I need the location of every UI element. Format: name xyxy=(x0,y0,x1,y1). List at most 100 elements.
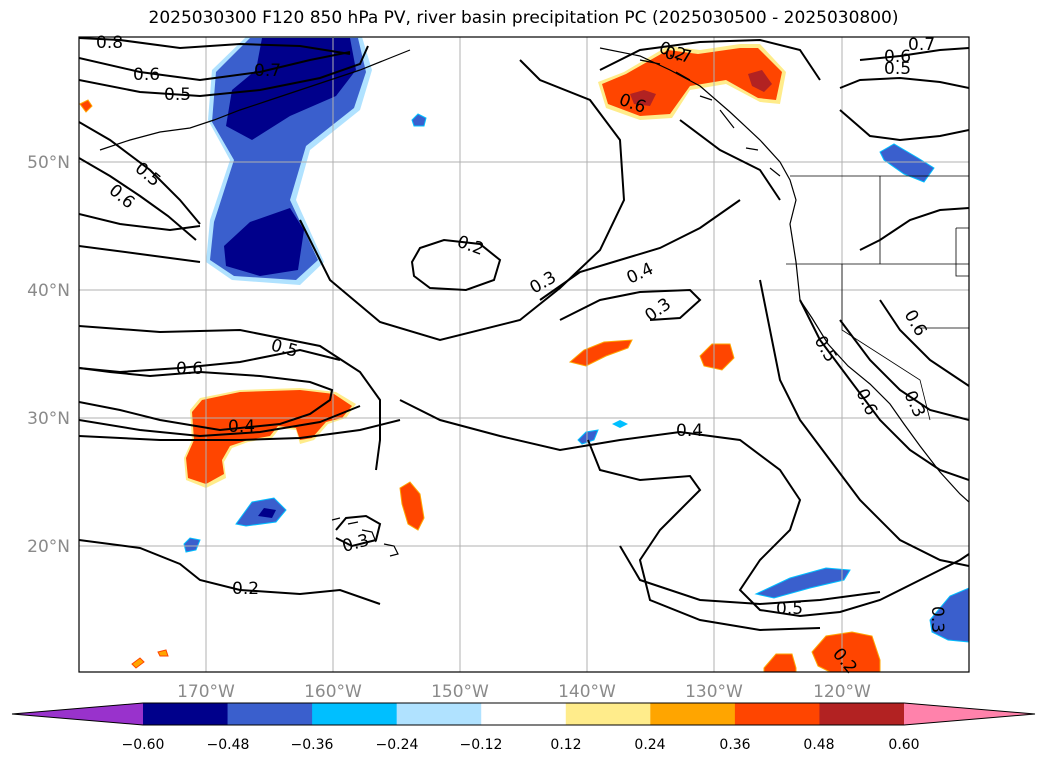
coastline-islands-north xyxy=(639,59,781,177)
contour-line xyxy=(839,319,969,421)
contour-line xyxy=(79,213,201,232)
gridlines xyxy=(79,37,969,672)
contour-line xyxy=(879,299,969,387)
contour-line xyxy=(539,199,741,301)
contour-label: 0.6 xyxy=(176,359,203,379)
colorbar-tick-label: −0.24 xyxy=(376,737,419,753)
negative-small-3-core xyxy=(258,508,276,518)
latitude-labels: 50°N 40°N 30°N 20°N xyxy=(27,153,70,557)
contour-line xyxy=(299,59,626,342)
colorbar-tick-label: −0.36 xyxy=(291,737,334,753)
contour-label: 0.3 xyxy=(927,606,947,633)
contour-line xyxy=(79,405,361,438)
positive-small-7 xyxy=(131,657,145,669)
contour-label: 0.6 xyxy=(133,65,160,85)
negative-small-4 xyxy=(183,537,201,553)
positive-small-5 xyxy=(811,631,881,672)
contour-line xyxy=(839,109,969,142)
colorbar-segment xyxy=(481,703,567,725)
contour-label: 0.2 xyxy=(454,232,486,260)
contour-line xyxy=(79,37,351,55)
contour-label: 0.4 xyxy=(624,259,657,289)
contour-line xyxy=(79,121,201,225)
contour-label: 0.5 xyxy=(164,85,191,105)
contour-line xyxy=(79,245,201,263)
colorbar-tick-label: −0.60 xyxy=(122,737,165,753)
figure-title: 2025030300 F120 850 hPa PV, river basin … xyxy=(148,8,899,28)
lon-label-130w: 130°W xyxy=(685,682,743,702)
lat-label-40n: 40°N xyxy=(27,281,70,301)
lon-label-120w: 120°W xyxy=(813,682,871,702)
lat-label-50n: 50°N xyxy=(27,153,70,173)
positive-core-northeast-2 xyxy=(748,70,772,92)
contour-label: 0.4 xyxy=(228,417,255,437)
pv-contours xyxy=(79,37,969,632)
colorbar-tick-label: 0.36 xyxy=(719,737,750,753)
colorbar-tick-labels: −0.60 −0.48 −0.36 −0.24 −0.12 0.12 0.24 … xyxy=(122,737,920,753)
positive-core-northeast-1 xyxy=(630,90,656,106)
colorbar-tick-label: 0.60 xyxy=(888,737,919,753)
negative-edge-southeast xyxy=(929,587,969,643)
contour-label: 0.5 xyxy=(776,599,803,619)
colorbar-segment xyxy=(143,703,229,725)
state-border-3 xyxy=(841,176,931,421)
contour-line xyxy=(335,514,382,548)
colorbar-segment xyxy=(565,703,651,725)
contour-label: 0.7 xyxy=(908,35,935,55)
lon-label-170w: 170°W xyxy=(177,682,235,702)
colorbar-tick-label: −0.12 xyxy=(460,737,503,753)
contour-line xyxy=(859,47,969,61)
contour-label: 0.6 xyxy=(884,47,911,67)
colorbar-outline xyxy=(11,702,1036,726)
colorbar-tick-label: 0.48 xyxy=(803,737,834,753)
colorbar-segment xyxy=(819,703,905,725)
positive-small-2 xyxy=(699,343,735,371)
colorbar-segment xyxy=(734,703,820,725)
contour-line xyxy=(79,419,401,441)
colorbar-extend-min xyxy=(12,703,143,725)
contour-line xyxy=(399,399,969,618)
contour-line xyxy=(79,51,351,82)
contour-label: 0.4 xyxy=(676,421,703,441)
coastline-aleutians xyxy=(99,49,411,151)
contour-line xyxy=(759,279,969,567)
contour-line xyxy=(619,545,881,606)
contour-label: 0.3 xyxy=(641,294,675,326)
contour-label: 0.2 xyxy=(232,579,259,599)
contour-label: 0.8 xyxy=(96,33,123,53)
contour-label: 0.5 xyxy=(884,59,911,79)
contour-label: 0.7 xyxy=(663,43,693,67)
positive-small-8 xyxy=(157,649,169,657)
lat-label-30n: 30°N xyxy=(27,409,70,429)
negative-region-core-north xyxy=(226,38,356,140)
contour-line xyxy=(79,45,369,98)
colorbar-tick-label: 0.12 xyxy=(550,737,581,753)
longitude-labels: 170°W 160°W 150°W 140°W 130°W 120°W xyxy=(177,682,871,702)
contour-label: 0.3 xyxy=(340,531,371,557)
positive-small-3 xyxy=(399,481,425,531)
coastline-hawaii xyxy=(331,517,399,557)
contour-line xyxy=(859,207,969,251)
colorbar-tick-label: −0.48 xyxy=(207,737,250,753)
contour-label: 0.3 xyxy=(527,267,560,298)
map-frame xyxy=(78,36,970,673)
state-border-4 xyxy=(920,227,969,329)
positive-small-4 xyxy=(763,653,797,672)
positive-small-6 xyxy=(79,99,93,113)
colorbar-segments xyxy=(12,703,1035,725)
contour-line xyxy=(799,299,969,481)
contour-line xyxy=(79,348,341,374)
negative-small-5 xyxy=(577,429,599,445)
contour-line xyxy=(599,38,821,81)
colorbar-segment xyxy=(396,703,482,725)
coastline-north-america xyxy=(599,47,969,503)
contour-label: 0.5 xyxy=(131,159,165,192)
colorbar: −0.60 −0.48 −0.36 −0.24 −0.12 0.12 0.24 … xyxy=(11,702,1036,753)
contour-line xyxy=(79,367,334,432)
contour-line xyxy=(587,439,821,632)
coastlines xyxy=(99,47,969,557)
colorbar-segment xyxy=(312,703,398,725)
contour-label: 0.7 xyxy=(254,61,281,81)
lon-label-150w: 150°W xyxy=(431,682,489,702)
colorbar-tick-label: 0.24 xyxy=(634,737,665,753)
